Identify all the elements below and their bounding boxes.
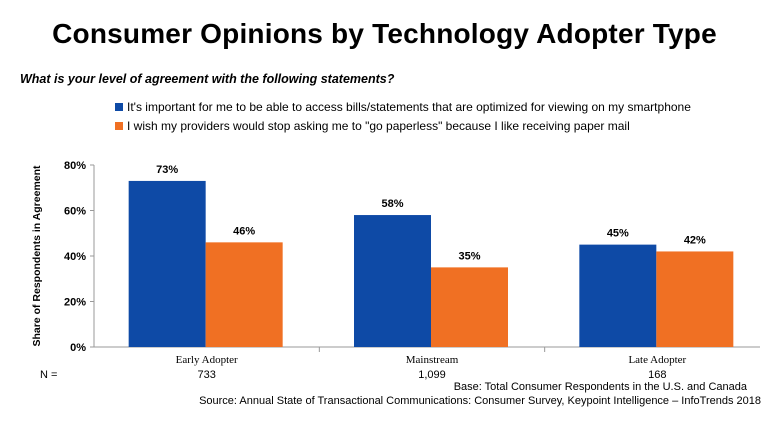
base-note: Base: Total Consumer Respondents in the … xyxy=(453,381,747,393)
bar-mainstream-series-1 xyxy=(354,215,431,347)
source-note: Source: Annual State of Transactional Co… xyxy=(199,395,761,407)
x-tick-label-mainstream: Mainstream xyxy=(406,354,459,366)
n-count-early-adopter: 733 xyxy=(197,369,216,381)
survey-question: What is your level of agreement with the… xyxy=(20,72,395,86)
data-label: 42% xyxy=(684,234,706,246)
legend-item-series-1: It's important for me to be able to acce… xyxy=(115,100,691,114)
y-tick-label: 0% xyxy=(70,342,86,354)
bar-late-adopter-series-2 xyxy=(656,251,734,347)
data-label: 35% xyxy=(458,250,480,262)
legend-label-series-1: It's important for me to be able to acce… xyxy=(127,100,691,114)
legend-item-series-2: I wish my providers would stop asking me… xyxy=(115,119,630,133)
data-label: 58% xyxy=(381,198,403,210)
legend-swatch-series-1 xyxy=(115,103,123,111)
data-label: 45% xyxy=(607,228,629,240)
y-tick-label: 80% xyxy=(64,160,86,172)
chart-title: Consumer Opinions by Technology Adopter … xyxy=(52,18,717,49)
bar-early-adopter-series-2 xyxy=(205,242,283,347)
x-tick-label-late-adopter: Late Adopter xyxy=(628,354,686,366)
y-tick-label: 40% xyxy=(64,251,86,263)
n-count-late-adopter: 168 xyxy=(648,369,667,381)
y-axis-label: Share of Respondents in Agreement xyxy=(31,165,43,347)
y-tick-label: 20% xyxy=(64,297,86,309)
legend-label-series-2: I wish my providers would stop asking me… xyxy=(127,119,630,133)
data-label: 73% xyxy=(156,164,178,176)
y-tick-label: 60% xyxy=(64,206,86,218)
bar-late-adopter-series-1 xyxy=(579,244,657,347)
x-tick-label-early-adopter: Early Adopter xyxy=(176,354,238,366)
n-count-mainstream: 1,099 xyxy=(418,369,446,381)
legend-swatch-series-2 xyxy=(115,122,123,130)
bar-early-adopter-series-1 xyxy=(128,180,206,347)
n-row-label: N = xyxy=(40,369,58,381)
data-label: 46% xyxy=(233,225,255,237)
bar-mainstream-series-2 xyxy=(431,267,508,347)
